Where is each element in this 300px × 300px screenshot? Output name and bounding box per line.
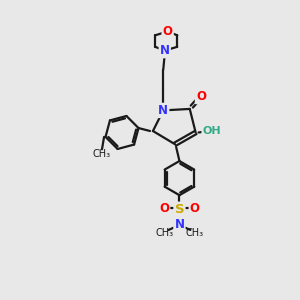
Text: N: N <box>158 104 168 117</box>
Text: CH₃: CH₃ <box>155 228 173 238</box>
Text: S: S <box>175 203 184 216</box>
Text: OH: OH <box>202 126 221 136</box>
Text: O: O <box>196 90 206 103</box>
Text: N: N <box>160 44 170 57</box>
Text: O: O <box>163 25 173 38</box>
Text: O: O <box>159 202 169 215</box>
Text: O: O <box>190 202 200 215</box>
Text: CH₃: CH₃ <box>92 149 110 159</box>
Text: N: N <box>174 218 184 231</box>
Text: CH₃: CH₃ <box>186 228 204 238</box>
